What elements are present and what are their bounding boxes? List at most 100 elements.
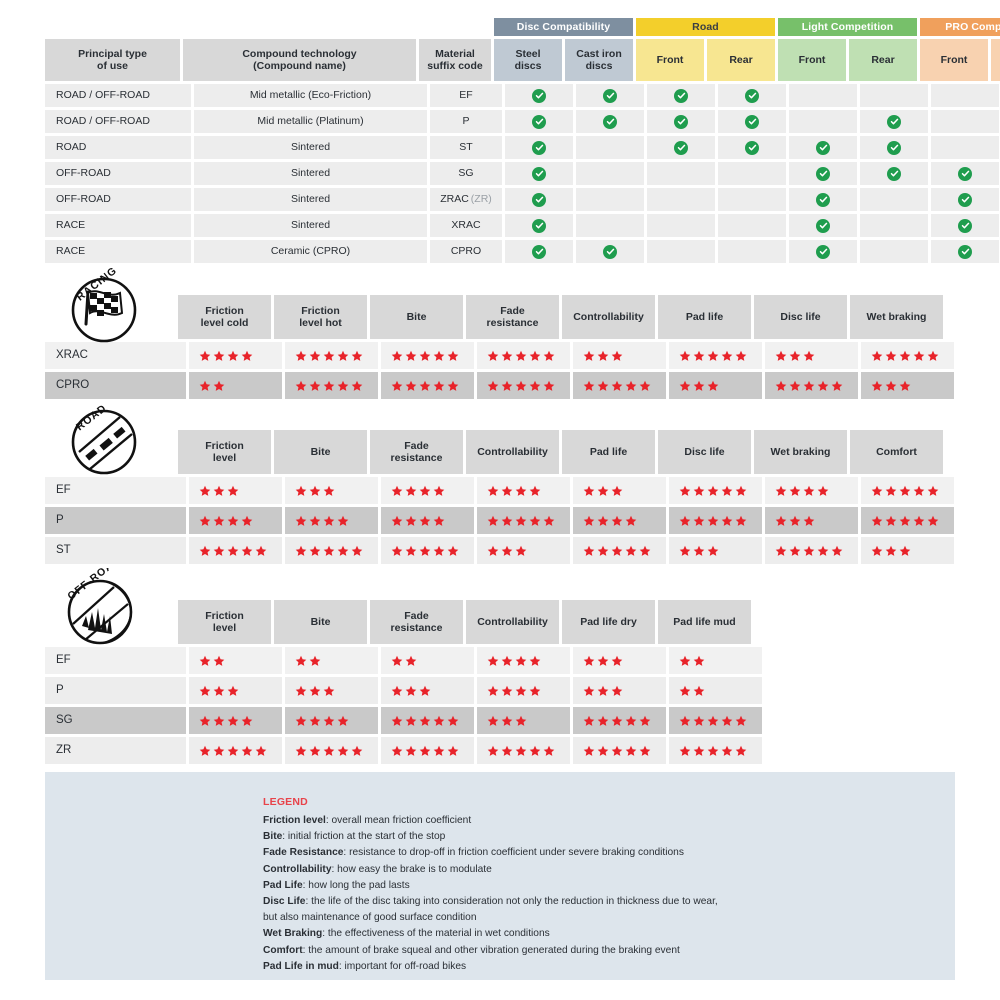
principal-type-cell: ROAD / OFF-ROAD: [45, 84, 191, 107]
rating-cell: [669, 507, 762, 534]
table-row: P: [45, 677, 762, 704]
star-rating: [285, 655, 321, 667]
star-rating: [573, 515, 637, 527]
rating-cell: [189, 372, 282, 399]
principal-type-cell: ROAD / OFF-ROAD: [45, 110, 191, 133]
star-rating: [381, 685, 431, 697]
compound-name-cell: ZR: [45, 737, 186, 764]
rating-cell: [477, 677, 570, 704]
compound-technology-cell: Sintered: [194, 214, 427, 237]
compat-cell-empty: [647, 214, 715, 237]
rating-cell: [477, 737, 570, 764]
metric-header-friction-level: Friction level: [178, 430, 271, 474]
compat-cell-checked: [931, 188, 999, 211]
rating-cell: [285, 707, 378, 734]
compat-cell-empty: [647, 240, 715, 263]
legend-term: Pad Life in mud: [263, 960, 339, 972]
principal-type-cell: ROAD: [45, 136, 191, 159]
compound-name-cell: ST: [45, 537, 186, 564]
legend-term: Bite: [263, 831, 283, 843]
rating-cell: [381, 342, 474, 369]
compat-cell-checked: [789, 162, 857, 185]
check-icon: [887, 166, 901, 181]
star-rating: [573, 715, 651, 727]
metric-header-friction-level-hot: Friction level hot: [274, 295, 367, 339]
star-rating: [669, 655, 705, 667]
compound-name-cell: EF: [45, 477, 186, 504]
legend-panel: LEGEND Friction level: overall mean fric…: [45, 772, 955, 980]
compat-cell-empty: [860, 214, 928, 237]
check-icon: [532, 218, 546, 233]
rating-cell: [477, 647, 570, 674]
compat-cell-empty: [718, 162, 786, 185]
rating-cell: [381, 507, 474, 534]
rating-cell: [381, 647, 474, 674]
compat-cell-empty: [647, 162, 715, 185]
rating-cell: [669, 737, 762, 764]
compat-cell-checked: [718, 110, 786, 133]
principal-type-cell: RACE: [45, 214, 191, 237]
road-surface-icon: ROAD: [62, 400, 140, 478]
star-rating: [477, 350, 555, 362]
star-rating: [573, 350, 623, 362]
compat-cell-empty: [718, 188, 786, 211]
star-rating: [189, 745, 267, 757]
material-suffix-cell: EF: [430, 84, 502, 107]
star-rating: [285, 515, 349, 527]
star-rating: [189, 655, 225, 667]
star-rating: [669, 515, 747, 527]
rating-cell: [669, 677, 762, 704]
rating-cell: [765, 507, 858, 534]
rating-cell: [285, 537, 378, 564]
star-rating: [669, 350, 747, 362]
check-icon: [816, 166, 830, 181]
compat-cell-checked: [505, 162, 573, 185]
check-icon: [958, 166, 972, 181]
star-rating: [477, 655, 541, 667]
material-suffix-cell: ZRAC (ZR): [430, 188, 502, 211]
compat-cell-empty: [576, 136, 644, 159]
legend-entry: Pad Life: how long the pad lasts: [263, 879, 410, 891]
group-header-light-competition: Light Competition: [778, 18, 917, 36]
legend-term: Friction level: [263, 815, 326, 826]
rating-cell: [861, 372, 954, 399]
col-header-6: Rear: [707, 39, 775, 81]
star-rating: [669, 715, 747, 727]
rating-cell: [765, 537, 858, 564]
legend-entry: but also maintenance of good surface con…: [263, 912, 477, 924]
table-row: ROAD / OFF-ROAD Mid metallic (Platinum) P: [45, 110, 1000, 133]
compound-name-cell: P: [45, 507, 186, 534]
road-header-row: Friction level Bite Fade resistance Controlla…: [45, 430, 954, 474]
legend-term: Comfort: [263, 944, 303, 956]
rating-cell: [573, 737, 666, 764]
racing-flag-icon: RACING: [62, 268, 140, 346]
rating-cell: [573, 647, 666, 674]
check-icon: [745, 114, 759, 129]
rating-cell: [285, 677, 378, 704]
legend-entry: Controllability: how easy the brake is t…: [263, 863, 492, 875]
road-rows: EF P ST: [45, 477, 954, 564]
compat-cell-checked: [931, 162, 999, 185]
star-rating: [669, 685, 705, 697]
metric-header-comfort: Comfort: [850, 430, 943, 474]
table-row: ROAD Sintered ST: [45, 136, 1000, 159]
material-suffix-cell: CPRO: [430, 240, 502, 263]
compat-cell-empty: [576, 188, 644, 211]
table-row: XRAC: [45, 342, 954, 369]
material-suffix-cell: ST: [430, 136, 502, 159]
rating-cell: [669, 647, 762, 674]
star-rating: [189, 485, 239, 497]
rating-cell: [477, 707, 570, 734]
star-rating: [573, 745, 651, 757]
compat-cell-empty: [931, 136, 999, 159]
compound-name-cell: P: [45, 677, 186, 704]
star-rating: [861, 545, 911, 557]
rating-cell: [285, 372, 378, 399]
offroad-section: Friction level Bite Fade resistance Controlla…: [45, 600, 762, 767]
compat-cell-checked: [576, 110, 644, 133]
metric-header-pad-life-dry: Pad life dry: [562, 600, 655, 644]
star-rating: [573, 685, 623, 697]
metric-header-fade-resistance: Fade resistance: [370, 600, 463, 644]
column-header-row: Principal type of use Compound technology(…: [45, 39, 1000, 81]
